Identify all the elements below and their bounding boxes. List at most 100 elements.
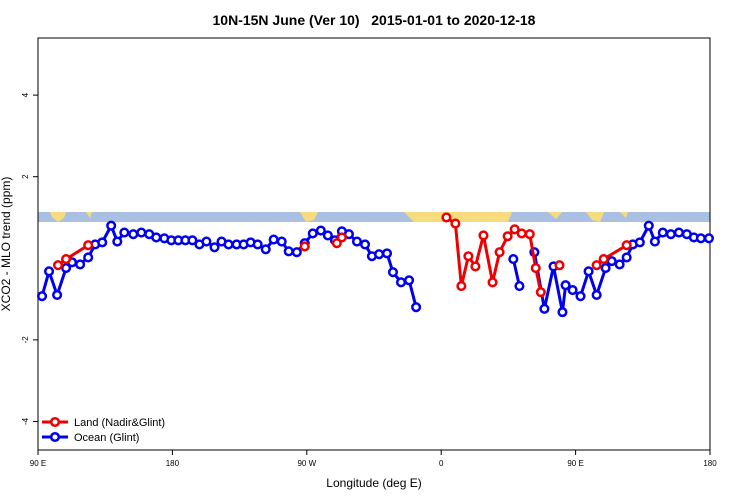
legend-item: Land (Nadir&Glint) — [42, 416, 165, 429]
data-point — [276, 236, 287, 247]
data-point — [97, 237, 108, 248]
data-point — [387, 267, 399, 278]
data-point — [470, 261, 481, 272]
data-point — [283, 246, 294, 257]
x-tick-label: 180 — [166, 459, 180, 468]
data-point — [583, 266, 594, 277]
data-point — [374, 249, 385, 260]
data-point — [600, 263, 611, 274]
data-point — [673, 227, 684, 238]
data-point — [83, 252, 94, 263]
data-point — [450, 218, 461, 229]
data-point — [75, 259, 86, 270]
data-point — [381, 248, 393, 259]
data-point — [112, 236, 123, 247]
data-point — [136, 227, 147, 238]
plot-frame — [37, 37, 711, 451]
data-point — [187, 235, 198, 246]
data-point — [621, 240, 632, 251]
data-point — [516, 228, 527, 239]
data-point — [665, 229, 676, 240]
chart-title: 10N-15N June (Ver 10) 2015-01-01 to 2020… — [213, 12, 536, 28]
data-point — [36, 291, 48, 302]
data-point — [291, 247, 302, 258]
data-point — [621, 252, 632, 263]
y-tick-label: -2 — [21, 336, 30, 344]
data-point — [307, 228, 318, 239]
legend-label: Land (Nadir&Glint) — [74, 417, 165, 429]
data-point — [487, 277, 498, 288]
data-point — [61, 263, 72, 274]
data-point — [508, 254, 519, 265]
data-point — [441, 212, 452, 223]
data-point — [539, 303, 550, 314]
data-point — [336, 232, 347, 243]
data-point — [315, 225, 326, 236]
data-point — [299, 241, 310, 252]
y-tick-label: 2 — [21, 174, 30, 179]
x-tick-label: 90 E — [567, 459, 583, 468]
x-tick-label: 0 — [439, 459, 444, 468]
data-point — [456, 280, 467, 292]
data-point — [44, 266, 55, 277]
data-point — [649, 236, 660, 247]
data-point — [268, 234, 279, 245]
data-point — [502, 231, 513, 242]
data-point — [494, 247, 505, 258]
data-point — [530, 263, 541, 274]
x-axis-label: Longitude (deg E) — [326, 476, 421, 490]
legend-item: Ocean (Glint) — [42, 431, 139, 444]
data-point — [411, 302, 422, 313]
data-point — [351, 236, 363, 247]
data-point — [557, 307, 568, 318]
data-point — [478, 230, 489, 241]
data-point — [209, 242, 220, 253]
data-point — [560, 280, 571, 291]
data-point — [463, 251, 474, 262]
data-point — [606, 256, 617, 267]
legend-label: Ocean (Glint) — [74, 432, 139, 444]
data-point — [61, 254, 72, 265]
data-point — [567, 285, 578, 296]
data-point — [514, 280, 525, 292]
data-point — [703, 233, 715, 244]
data-point — [52, 289, 63, 301]
data-point — [535, 287, 546, 298]
data-point — [614, 259, 625, 270]
data-point — [634, 237, 645, 248]
data-point — [395, 277, 407, 288]
plot-area — [36, 212, 715, 318]
data-point — [83, 240, 94, 251]
x-tick-label: 180 — [703, 459, 717, 468]
data-point — [252, 239, 263, 250]
data-point — [509, 224, 520, 235]
data-point — [52, 260, 64, 271]
data-point — [575, 291, 586, 302]
y-tick-label: -4 — [21, 417, 30, 425]
legend-marker — [49, 431, 61, 443]
x-tick-label: 90 W — [297, 459, 316, 468]
data-point — [554, 260, 565, 271]
data-point — [106, 220, 117, 231]
data-point — [404, 275, 415, 286]
y-axis-label: XCO2 - MLO trend (ppm) — [0, 177, 13, 312]
data-point — [322, 230, 333, 241]
data-point — [128, 229, 139, 240]
data-point — [591, 260, 602, 271]
data-point — [591, 289, 602, 301]
y-tick-label: 4 — [21, 92, 30, 97]
data-point — [657, 227, 668, 238]
data-point — [151, 232, 162, 243]
data-point — [223, 239, 234, 250]
land-mask-strip — [38, 212, 710, 222]
data-point — [524, 229, 535, 240]
legend-marker — [49, 416, 61, 428]
data-point — [359, 239, 371, 250]
data-point — [201, 236, 212, 247]
x-tick-label: 90 E — [30, 459, 46, 468]
data-point — [643, 220, 654, 231]
data-point — [119, 227, 130, 238]
data-point — [695, 233, 706, 244]
data-point — [260, 244, 271, 255]
